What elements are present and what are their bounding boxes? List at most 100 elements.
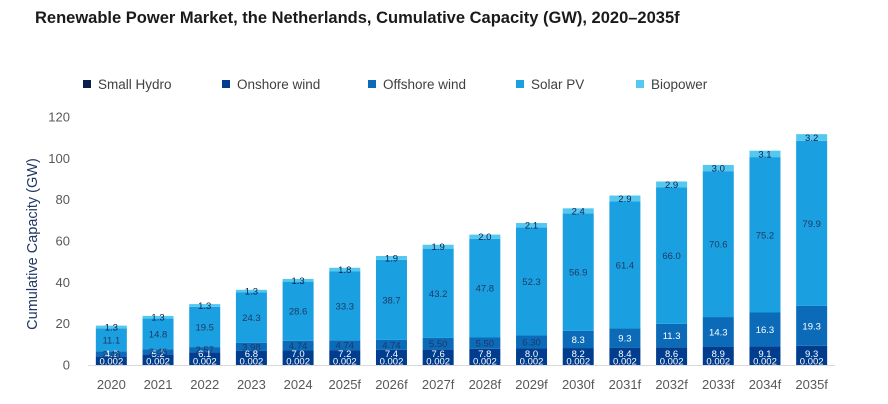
y-tick-label: 20	[56, 316, 70, 331]
data-label-biopower: 2.1	[525, 221, 538, 232]
bar-solar-pv	[235, 292, 267, 343]
data-label-solar-pv: 14.8	[149, 329, 168, 340]
legend-label-solar-pv: Solar PV	[531, 76, 585, 92]
data-label-onshore-wind: 7.4	[385, 349, 398, 360]
data-label-offshore-wind: 4.74	[382, 340, 401, 351]
legend-item-biopower: Biopower	[636, 74, 707, 94]
bar-onshore-wind	[422, 349, 454, 365]
bar-solar-pv	[702, 171, 734, 318]
bar-onshore-wind	[609, 347, 641, 365]
x-tick-label: 2032f	[655, 377, 688, 392]
data-label-onshore-wind: 6.8	[245, 349, 258, 360]
bar-solar-pv	[656, 187, 688, 324]
x-tick-label: 2025f	[329, 377, 362, 392]
data-label-biopower: 2.9	[665, 180, 678, 191]
data-label-small-hydro: 0.002	[566, 357, 590, 368]
data-label-biopower: 1.3	[245, 287, 258, 298]
data-label-solar-pv: 47.8	[476, 284, 495, 295]
data-label-biopower: 1.3	[291, 276, 304, 287]
data-label-biopower: 3.0	[712, 164, 725, 175]
legend-item-onshore-wind: Onshore wind	[222, 74, 320, 94]
data-label-onshore-wind: 7.6	[432, 349, 445, 360]
data-label-offshore-wind: 6.30	[522, 337, 541, 348]
legend-label-small-hydro: Small Hydro	[98, 76, 172, 92]
bar-offshore-wind	[656, 323, 688, 348]
bar-offshore-wind	[329, 340, 361, 351]
data-label-biopower: 3.2	[805, 133, 818, 144]
data-label-biopower: 1.8	[338, 265, 351, 276]
data-label-solar-pv: 19.5	[195, 322, 214, 333]
bar-offshore-wind	[282, 340, 314, 351]
x-tick-label: 2030f	[562, 377, 595, 392]
data-label-solar-pv: 79.9	[802, 219, 821, 230]
data-label-onshore-wind: 7.2	[338, 349, 351, 360]
bar-offshore-wind	[516, 335, 548, 349]
chart-title: Renewable Power Market, the Netherlands,…	[35, 9, 680, 27]
legend-swatch-offshore-wind	[368, 80, 376, 88]
data-label-onshore-wind: 7.0	[291, 349, 304, 360]
data-label-offshore-wind: 2.57	[195, 345, 214, 356]
bar-solar-pv	[796, 140, 828, 306]
data-label-onshore-wind: 8.4	[618, 349, 631, 360]
bar-offshore-wind	[422, 337, 454, 350]
x-tick-label: 2027f	[422, 377, 455, 392]
x-tick-label: 2034f	[749, 377, 782, 392]
x-tick-label: 2029f	[515, 377, 548, 392]
data-label-offshore-wind: 5.50	[476, 339, 495, 350]
x-tick-label: 2033f	[702, 377, 735, 392]
bar-offshore-wind	[189, 347, 221, 353]
bar-onshore-wind	[282, 350, 314, 365]
bar-biopower	[749, 150, 781, 158]
x-tick-label: 2031f	[609, 377, 642, 392]
bar-onshore-wind	[749, 346, 781, 365]
legend-label-biopower: Biopower	[651, 76, 708, 92]
data-label-small-hydro: 0.002	[426, 357, 450, 368]
bar-biopower	[422, 244, 454, 249]
legend-swatch-biopower	[636, 80, 644, 88]
bar-solar-pv	[375, 259, 407, 340]
bar-onshore-wind	[516, 348, 548, 365]
bar-offshore-wind	[796, 305, 828, 346]
data-label-onshore-wind: 8.6	[665, 349, 678, 360]
data-label-biopower: 1.3	[105, 322, 118, 333]
legend-item-small-hydro: Small Hydro	[83, 74, 172, 94]
data-label-small-hydro: 0.002	[706, 357, 730, 368]
bar-solar-pv	[469, 238, 501, 338]
x-tick-label: 2028f	[469, 377, 502, 392]
bar-biopower	[142, 315, 174, 319]
data-label-small-hydro: 0.002	[380, 357, 404, 368]
bar-offshore-wind	[609, 328, 641, 348]
data-label-small-hydro: 0.002	[286, 357, 310, 368]
bar-biopower	[562, 208, 594, 214]
bar-solar-pv	[609, 201, 641, 329]
data-label-onshore-wind: 8.0	[525, 349, 538, 360]
data-label-onshore-wind: 7.8	[478, 349, 491, 360]
data-label-biopower: 3.1	[758, 149, 771, 160]
data-label-biopower: 1.3	[198, 301, 211, 312]
data-label-small-hydro: 0.002	[800, 357, 824, 368]
bar-biopower	[235, 289, 267, 293]
data-label-solar-pv: 61.4	[616, 260, 635, 271]
y-tick-label: 100	[48, 151, 70, 166]
bar-offshore-wind	[95, 351, 127, 357]
bar-solar-pv	[562, 213, 594, 331]
bar-solar-pv	[189, 306, 221, 348]
y-axis-title: Cumulative Capacity (GW)	[25, 158, 41, 330]
legend-swatch-small-hydro	[83, 80, 91, 88]
bar-biopower	[282, 278, 314, 282]
data-label-solar-pv: 70.6	[709, 240, 728, 251]
data-label-offshore-wind: 5.50	[429, 339, 448, 350]
bar-offshore-wind	[142, 349, 174, 355]
bar-solar-pv	[95, 328, 127, 352]
data-label-solar-pv: 33.3	[336, 301, 355, 312]
bar-onshore-wind	[142, 354, 174, 365]
data-label-solar-pv: 75.2	[756, 230, 775, 241]
y-tick-label: 40	[56, 275, 70, 290]
x-tick-label: 2023	[237, 377, 266, 392]
data-label-small-hydro: 0.002	[613, 357, 637, 368]
bar-biopower	[95, 325, 127, 329]
data-label-onshore-wind: 9.3	[805, 349, 818, 360]
legend-label-offshore-wind: Offshore wind	[383, 76, 467, 92]
data-label-solar-pv: 24.3	[242, 313, 261, 324]
